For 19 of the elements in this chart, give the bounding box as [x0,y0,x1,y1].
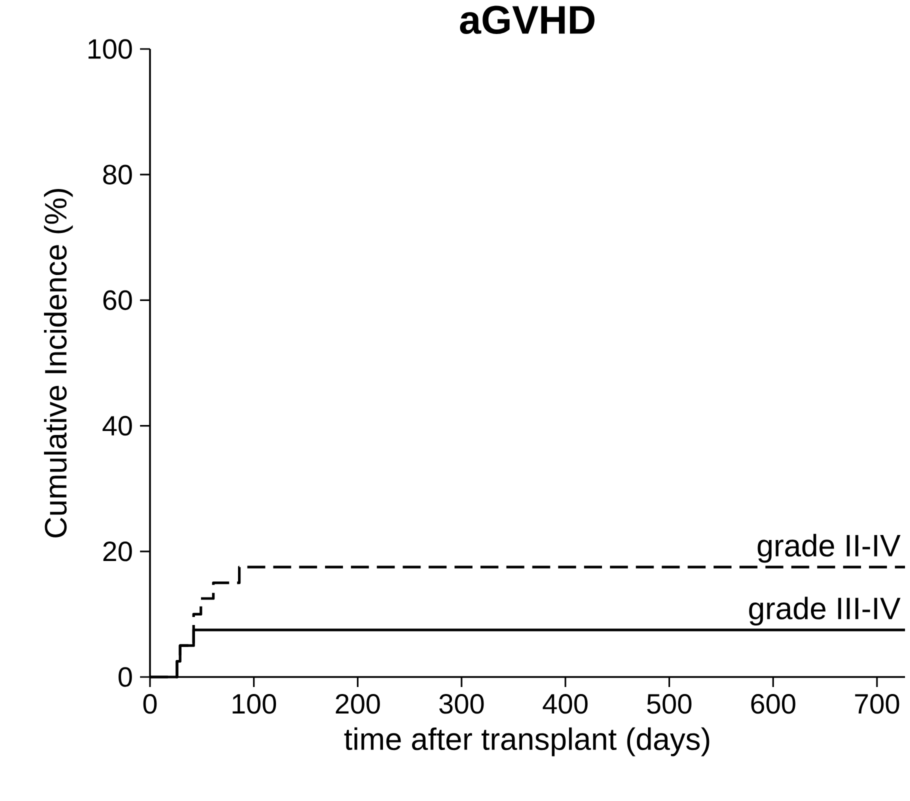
y-tick-label: 20 [103,542,132,562]
x-tick-label: 400 [542,694,588,714]
series-label: grade II-IV [758,534,900,563]
y-tick-label: 100 [88,39,132,59]
x-tick-label: 0 [143,694,157,714]
x-tick-label: 700 [855,694,900,714]
y-tick-label: 0 [118,667,132,687]
x-tick-label: 600 [751,694,796,714]
x-tick-label: 200 [336,694,380,714]
x-tick-label: 100 [232,694,276,714]
chart-title: aGVHD [460,6,594,34]
y-tick-label: 60 [103,290,132,310]
x-tick-label: 300 [439,694,484,714]
y-tick-label: 80 [103,164,132,184]
y-tick-label: 40 [102,416,132,436]
series-label: grade III-IV [749,596,900,626]
y-axis-title: Cumulative Incidence (%) [44,189,73,538]
x-axis-title: time after transplant (days) [344,727,710,756]
x-tick-label: 500 [647,694,692,714]
